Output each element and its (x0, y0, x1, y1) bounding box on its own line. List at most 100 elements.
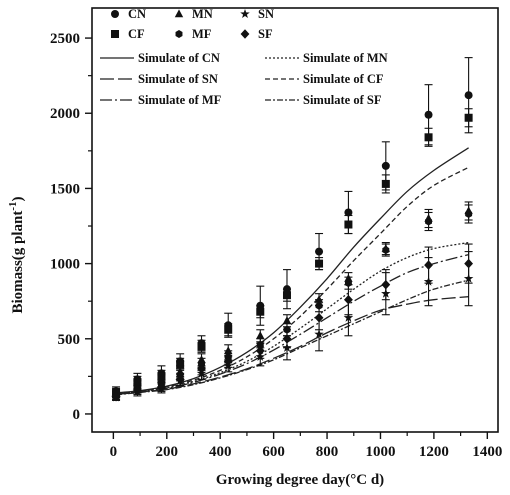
x-tick-label: 1400 (472, 444, 502, 460)
point-CN (256, 301, 265, 310)
x-tick-label: 600 (262, 444, 285, 460)
y-tick-label: 2500 (50, 31, 80, 47)
legend-label-simulate-of-sn: Simulate of SN (138, 72, 218, 86)
legend-label-SN: SN (258, 7, 274, 21)
point-SN (381, 288, 391, 298)
x-tick-label: 800 (316, 444, 339, 460)
point-SF (175, 374, 185, 385)
point-CF (344, 220, 353, 229)
point-CN (315, 247, 324, 256)
y-tick-label: 0 (73, 407, 81, 423)
y-axis-label-sup: -1 (7, 201, 19, 210)
x-axis-label: Growing degree day(°C d) (216, 472, 384, 488)
point-CN (424, 110, 433, 119)
point-CF (315, 259, 324, 268)
y-axis-label: Biomass(g plant-1) (7, 196, 26, 313)
legend-label-simulate-of-mf: Simulate of MF (138, 93, 222, 107)
point-MF (465, 209, 473, 218)
point-CF (381, 179, 390, 188)
legend-label-simulate-of-cf: Simulate of CF (303, 72, 384, 86)
point-SF (424, 260, 433, 270)
point-CF (224, 325, 233, 334)
data-points (111, 91, 474, 402)
legend-marker-CF (111, 30, 119, 38)
legend-label-simulate-of-mn: Simulate of MN (303, 51, 388, 65)
sim-line-simulate-of-mf (115, 253, 469, 395)
point-CF (176, 360, 185, 369)
sim-line-simulate-of-cn (115, 147, 469, 394)
point-MN (344, 274, 353, 282)
point-SF (133, 385, 142, 395)
plot-frame (91, 7, 499, 433)
point-SN (423, 276, 434, 286)
y-tick-label: 500 (58, 332, 81, 348)
point-CF (197, 342, 206, 351)
point-CF (464, 113, 473, 122)
error-bars (112, 57, 473, 401)
point-CF (282, 291, 291, 300)
point-SF (197, 364, 206, 374)
point-MF (256, 340, 264, 349)
legend-label-MF: MF (192, 27, 212, 41)
sim-line-simulate-of-cf (115, 166, 469, 394)
legend-label-CF: CF (128, 27, 145, 41)
point-SF (314, 312, 324, 323)
point-SN (314, 329, 324, 339)
point-CF (424, 133, 433, 142)
point-MN (197, 355, 206, 364)
point-MF (283, 325, 291, 334)
x-tick-label: 200 (156, 444, 179, 460)
point-MN (157, 374, 166, 383)
x-tick-label: 1200 (419, 444, 449, 460)
legend-label-SF: SF (258, 27, 273, 41)
point-SF (344, 294, 353, 305)
legend-marker-MN (174, 9, 184, 18)
x-tick-label: 1000 (365, 444, 395, 460)
plot-border (91, 7, 499, 433)
point-SF (282, 333, 292, 344)
sim-line-simulate-of-sf (115, 279, 469, 396)
legend-label-simulate-of-sf: Simulate of SF (303, 93, 382, 107)
point-MF (344, 279, 352, 288)
legend-label-CN: CN (128, 7, 146, 21)
point-MN (224, 346, 233, 355)
x-tick-label: 400 (209, 444, 232, 460)
point-SN (255, 351, 266, 361)
point-CF (256, 307, 265, 316)
legend-label-MN: MN (192, 7, 213, 21)
legend-label-simulate-of-cn: Simulate of CN (138, 51, 220, 65)
legend-marker-SF (240, 29, 250, 39)
point-SF (464, 258, 474, 269)
point-SF (157, 382, 166, 392)
y-axis-label-main: Biomass(g plant (10, 211, 26, 314)
point-CN (381, 161, 390, 170)
legend-marker-MF (175, 30, 183, 38)
point-MN (256, 331, 265, 339)
y-axis-label-close: ) (10, 196, 26, 201)
point-CN (464, 91, 473, 100)
point-MN (314, 295, 324, 303)
y-tick-label: 1000 (50, 257, 80, 273)
point-MN (282, 316, 292, 324)
simulation-lines (115, 147, 469, 396)
point-SN (463, 273, 474, 283)
x-tick-label: 0 (110, 444, 118, 460)
point-SF (111, 391, 121, 402)
axis-ticks (85, 37, 489, 439)
point-SN (343, 312, 354, 322)
point-MF (425, 217, 433, 226)
point-CN (282, 285, 291, 294)
y-tick-label: 1500 (50, 181, 80, 197)
point-SF (223, 356, 233, 367)
legend: CN MN SN CF MF SF Simulate of CN Simulate of MN… (100, 7, 388, 107)
point-SF (255, 346, 265, 356)
legend-marker-CN (111, 10, 119, 18)
point-MF (315, 301, 323, 310)
legend-marker-SN (240, 9, 250, 19)
tick-labels: 0 200 400 600 800 1000 1200 1400 0 500 1000 1500 200… (50, 31, 502, 460)
sim-line-simulate-of-mn (115, 241, 469, 395)
point-SF (381, 279, 391, 290)
y-tick-label: 2000 (50, 106, 80, 122)
